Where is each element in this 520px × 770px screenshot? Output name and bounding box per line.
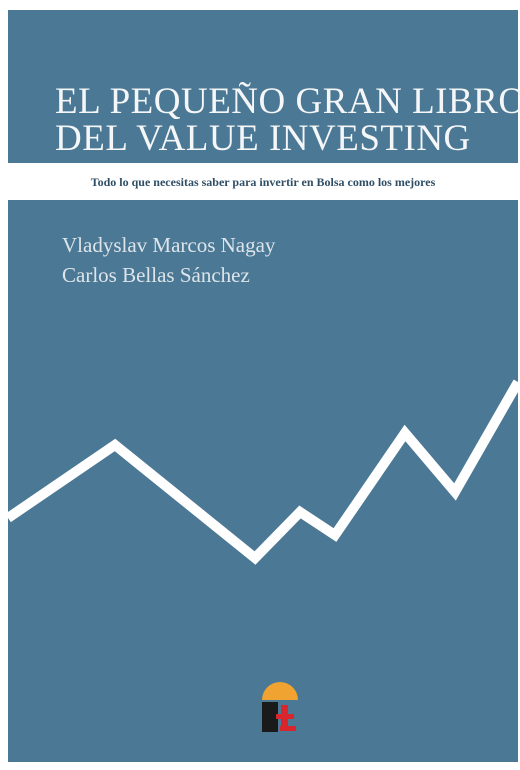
subtitle-band bbox=[8, 163, 518, 200]
author: Carlos Bellas Sánchez bbox=[62, 263, 250, 287]
title-line: DEL VALUE INVESTING bbox=[55, 118, 471, 159]
subtitle: Todo lo que necesitas saber para inverti… bbox=[91, 175, 436, 189]
author: Vladyslav Marcos Nagay bbox=[62, 233, 276, 257]
zigzag-line bbox=[5, 379, 520, 565]
publisher-logo bbox=[262, 682, 298, 732]
cover-background bbox=[8, 10, 518, 762]
title-line: EL PEQUEÑO GRAN LIBRO bbox=[55, 81, 520, 122]
